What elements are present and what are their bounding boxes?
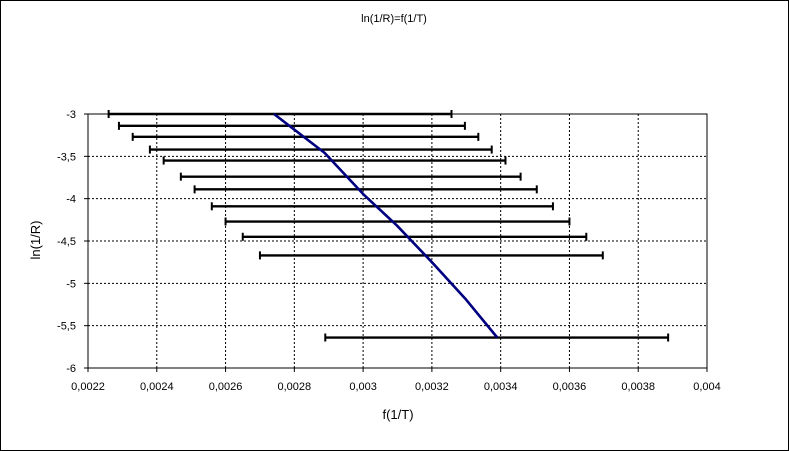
error-bar [162, 156, 507, 165]
x-tick-label: 0,0022 [71, 381, 105, 393]
y-tick-label: -5,5 [57, 321, 76, 333]
x-tick-label: 0,0028 [278, 381, 312, 393]
x-tick-label: 0,0034 [484, 381, 518, 393]
x-axis-ticks: 0,0022 0,0024 0,0026 0,0028 0,003 0,0032 0,003… [71, 368, 721, 393]
error-bar [193, 185, 538, 194]
chart-title: ln(1/R)=f(1/T) [361, 13, 427, 25]
y-axis-ticks: -3 -3,5 -4 -4,5 -5 -5,5 -6 [57, 109, 88, 375]
y-axis-label: ln(1/R) [28, 220, 43, 259]
error-bar [258, 251, 604, 260]
y-tick-label: -4,5 [57, 236, 76, 248]
grid-lines [88, 114, 707, 368]
x-tick-label: 0,003 [349, 381, 377, 393]
x-tick-label: 0,0032 [415, 381, 449, 393]
series-lines [273, 112, 499, 339]
y-tick-label: -6 [66, 363, 76, 375]
y-tick-label: -3,5 [57, 151, 76, 163]
error-bar [117, 121, 466, 130]
error-bars [107, 110, 670, 342]
x-axis-label: f(1/T) [382, 407, 413, 422]
x-tick-label: 0,0036 [553, 381, 587, 393]
x-tick-label: 0,004 [693, 381, 721, 393]
error-bar [224, 217, 571, 226]
x-tick-label: 0,0024 [140, 381, 174, 393]
y-tick-label: -4 [66, 194, 76, 206]
error-bar [210, 202, 554, 211]
series-line [273, 112, 499, 339]
error-bar [107, 110, 453, 118]
x-tick-label: 0,0038 [621, 381, 655, 393]
y-tick-label: -3 [66, 109, 76, 121]
error-bar [179, 172, 522, 181]
error-bar [241, 232, 588, 241]
y-tick-label: -5 [66, 278, 76, 290]
x-tick-label: 0,0026 [209, 381, 243, 393]
